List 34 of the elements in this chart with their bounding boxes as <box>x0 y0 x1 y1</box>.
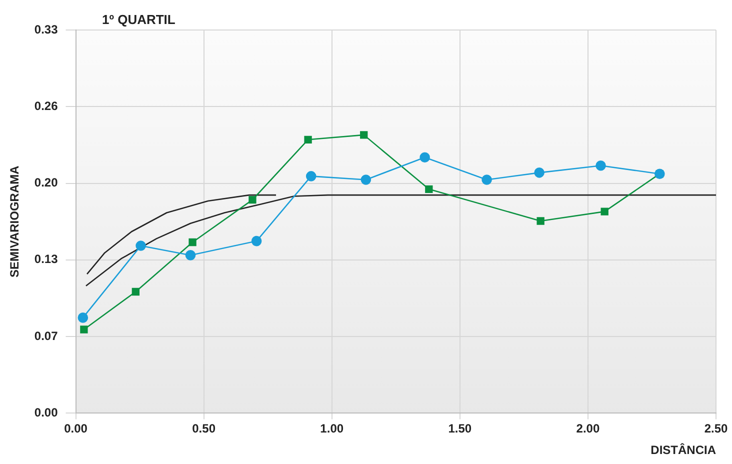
point <box>425 185 433 194</box>
x-tick-label: 1.50 <box>448 422 472 436</box>
point <box>188 238 196 246</box>
point <box>304 136 312 144</box>
point <box>534 168 544 178</box>
point <box>306 171 316 182</box>
point <box>251 236 262 246</box>
point <box>482 174 492 185</box>
point <box>80 326 88 334</box>
point <box>360 174 372 185</box>
point <box>132 288 140 296</box>
y-tick-label: 0.33 <box>34 22 58 36</box>
y-tick-label: 0.07 <box>34 328 58 343</box>
x-tick-label: 1.00 <box>320 422 344 436</box>
point <box>248 196 256 204</box>
x-axis-title: DISTÂNCIA <box>650 443 716 458</box>
y-tick-label: 0.26 <box>34 98 58 113</box>
y-tick-label: 0.13 <box>34 252 58 266</box>
point <box>536 217 544 225</box>
chart-title: 1º QUARTIL <box>102 12 176 27</box>
point <box>78 312 88 323</box>
x-tick-label: 0.00 <box>64 422 88 436</box>
x-tick-label: 2.00 <box>576 422 600 436</box>
point <box>420 152 430 162</box>
x-tick-label: 2.50 <box>704 422 728 436</box>
y-axis-title: SEMIVARIOGRAMA <box>8 165 22 278</box>
point <box>596 160 606 171</box>
y-tick-label: 0.20 <box>34 176 58 190</box>
y-tick-label: 0.00 <box>34 406 58 420</box>
point <box>360 131 368 139</box>
x-tick-label: 0.50 <box>192 422 216 436</box>
point <box>136 240 146 251</box>
point <box>185 250 196 260</box>
point <box>600 208 608 216</box>
